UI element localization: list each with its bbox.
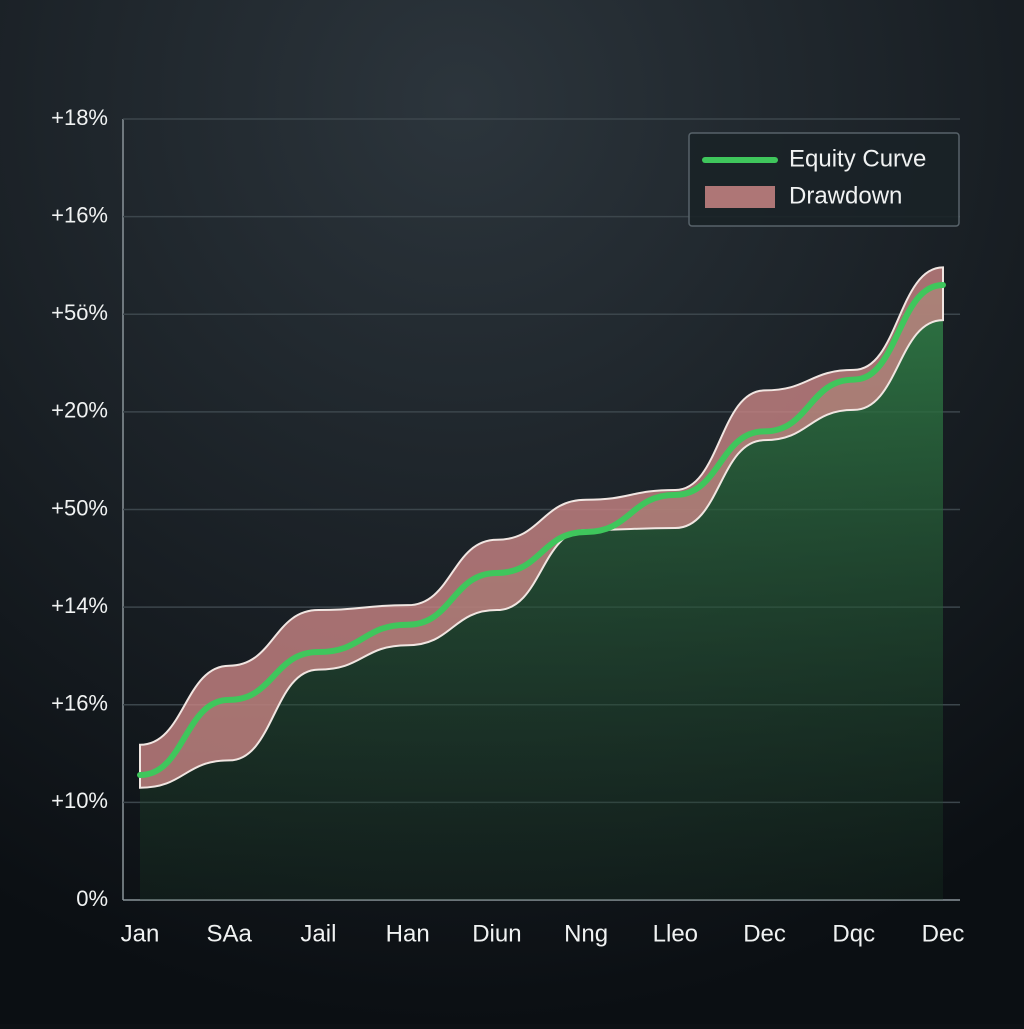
y-tick-label: +20% [51, 398, 108, 423]
legend-label: Drawdown [789, 182, 902, 209]
x-tick-label: Jan [121, 920, 160, 947]
drawdown-band [139, 266, 944, 789]
x-tick-label: Jail [300, 920, 336, 947]
x-tick-label: SAa [207, 920, 253, 947]
x-tick-label: Diun [472, 920, 521, 947]
y-tick-label: +18% [51, 105, 108, 130]
x-tick-label: Dec [743, 920, 786, 947]
y-tick-label: +50% [51, 495, 108, 520]
equity-line [137, 281, 946, 779]
x-tick-label: Dqc [832, 920, 875, 947]
legend-label: Equity Curve [789, 145, 926, 172]
y-tick-label: 0% [76, 886, 108, 911]
y-tick-label: +10% [51, 788, 108, 813]
x-tick-label: Han [386, 920, 430, 947]
x-tick-label: Lleo [653, 920, 698, 947]
y-tick-label: +5ö% [51, 300, 108, 325]
y-tick-label: +16% [51, 202, 108, 227]
x-tick-label: Nng [564, 920, 608, 947]
legend-swatch [705, 186, 775, 208]
x-tick-label: Dec [922, 920, 965, 947]
y-tick-label: +14% [51, 593, 108, 618]
y-tick-label: +16% [51, 691, 108, 716]
legend: Equity Curve Drawdown [688, 132, 960, 227]
